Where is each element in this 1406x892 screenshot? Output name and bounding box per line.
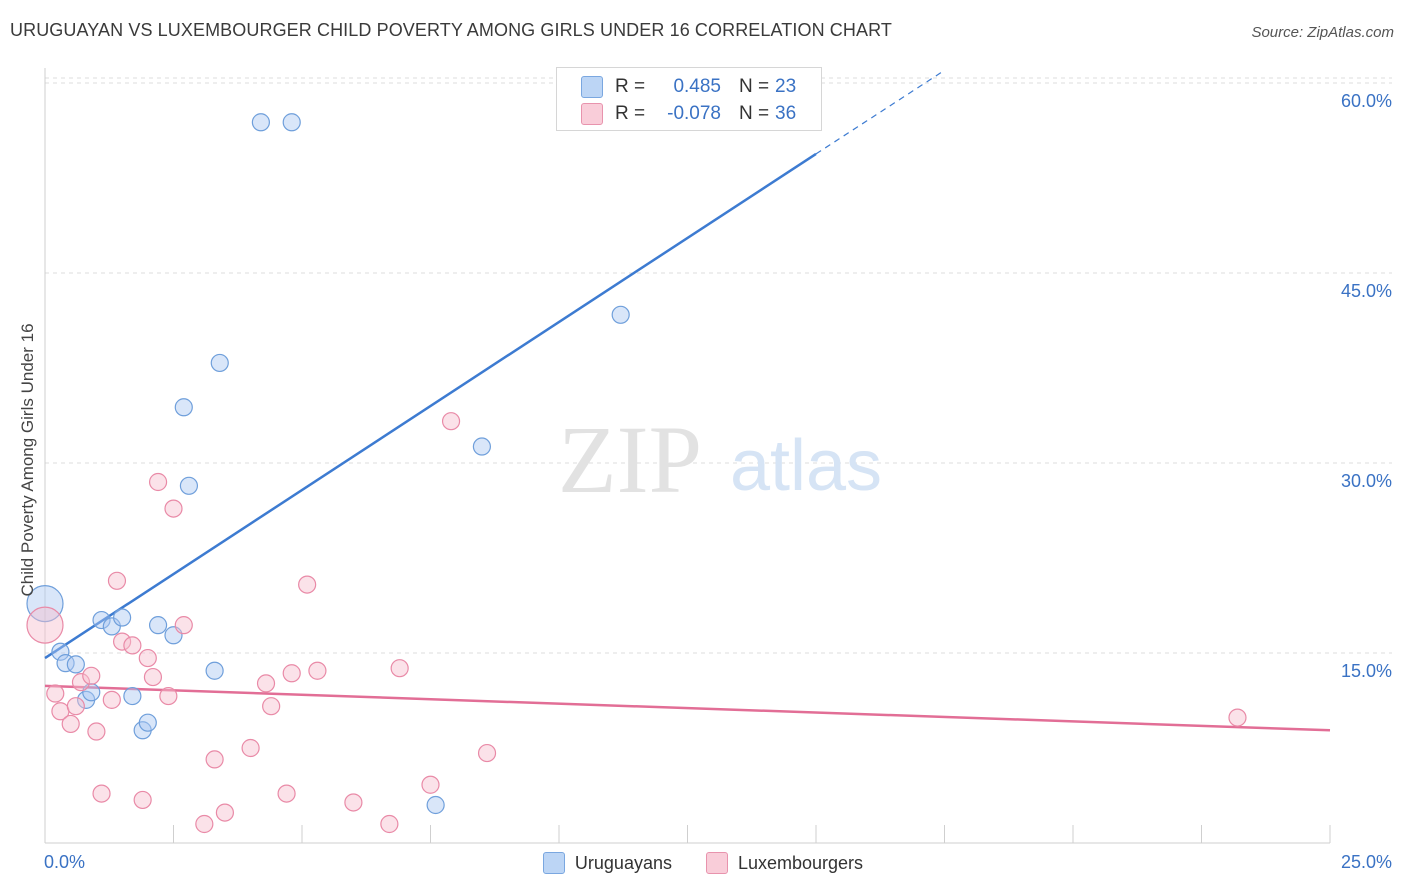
point-luxembourger — [205, 750, 224, 769]
legend-item-uruguayans: Uruguayans — [542, 852, 672, 874]
point-uruguayan — [123, 686, 142, 706]
y-tick-label: 15.0% — [1341, 661, 1392, 681]
point-luxembourger — [112, 632, 132, 651]
point-luxembourger — [164, 499, 183, 518]
trendline-uruguayans — [44, 152, 817, 660]
legend-label-luxembourgers: Luxembourgers — [737, 852, 864, 873]
point-luxembourger — [26, 606, 64, 644]
chart-source: Source: ZipAtlas.com — [1251, 24, 1394, 41]
point-uruguayan — [251, 113, 270, 132]
trend-layer — [44, 69, 1331, 732]
point-luxembourger — [262, 697, 281, 716]
point-luxembourger — [61, 714, 80, 734]
legend-r-value: 0.485 — [673, 76, 721, 97]
point-luxembourger — [148, 472, 168, 492]
legend-row-luxembourgers: R = -0.078 N = 36 — [581, 101, 796, 127]
legend-r-label: R = — [615, 76, 646, 97]
point-uruguayan — [174, 398, 193, 417]
legend-n-label: N = — [739, 76, 770, 97]
point-uruguayan — [205, 661, 224, 680]
point-luxembourger — [174, 616, 193, 635]
y-tick-label: 30.0% — [1341, 471, 1392, 491]
point-luxembourger — [46, 684, 65, 703]
legend-n-value: 23 — [775, 76, 797, 97]
point-luxembourger — [380, 814, 399, 834]
point-luxembourger — [215, 803, 234, 822]
grid-layer — [45, 77, 1392, 654]
legend-r-value: -0.078 — [667, 103, 721, 124]
x-tick-min: 0.0% — [44, 852, 86, 872]
watermark: ZIP atlas — [558, 406, 882, 513]
legend-row-uruguayans: R = 0.485 N = 23 — [581, 74, 796, 100]
point-luxembourger — [344, 793, 363, 812]
y-tick-labels: 15.0% 30.0% 45.0% 60.0% — [1341, 91, 1392, 681]
legend-swatch-pink — [705, 852, 728, 874]
axis-layer — [44, 68, 1331, 844]
legend-swatch-blue — [581, 76, 603, 98]
point-uruguayan — [426, 795, 445, 815]
stats-legend: R = 0.485 N = 23 R = -0.078 N = 36 — [556, 67, 822, 131]
point-uruguayan — [112, 608, 132, 627]
point-luxembourger — [102, 690, 121, 709]
point-luxembourger — [1228, 708, 1247, 727]
point-uruguayan — [611, 305, 630, 324]
point-luxembourger — [421, 775, 440, 794]
point-luxembourger — [441, 412, 461, 431]
point-luxembourger — [107, 571, 127, 590]
point-luxembourger — [71, 673, 91, 692]
legend-label-uruguayans: Uruguayans — [574, 852, 672, 873]
point-luxembourger — [123, 636, 142, 655]
point-uruguayan — [138, 713, 157, 732]
point-luxembourger — [138, 648, 157, 668]
legend-r-label: R = — [615, 103, 646, 124]
y-tick-label: 60.0% — [1341, 91, 1392, 111]
legend-swatch-blue — [542, 852, 565, 874]
trendline-luxembourgers — [44, 684, 1331, 732]
point-luxembourger — [477, 743, 497, 763]
watermark-atlas: atlas — [730, 426, 882, 506]
point-luxembourger — [66, 697, 85, 716]
point-luxembourger — [241, 738, 260, 758]
point-luxembourger — [277, 784, 296, 803]
point-luxembourger — [282, 664, 301, 683]
point-luxembourger — [82, 666, 101, 685]
point-luxembourger — [308, 661, 327, 680]
point-luxembourger — [159, 686, 178, 706]
legend-swatch-pink — [581, 103, 603, 125]
watermark-zip: ZIP — [558, 406, 702, 513]
point-luxembourger — [390, 659, 409, 678]
legend-item-luxembourgers: Luxembourgers — [705, 852, 864, 874]
chart-title: URUGUAYAN VS LUXEMBOURGER CHILD POVERTY … — [10, 20, 892, 40]
point-uruguayan — [148, 616, 168, 635]
point-layer — [26, 113, 1247, 834]
point-luxembourger — [87, 722, 106, 741]
point-uruguayan — [282, 113, 301, 132]
point-luxembourger — [195, 814, 214, 834]
point-luxembourger — [143, 667, 163, 687]
y-axis-label: Child Poverty Among Girls Under 16 — [18, 323, 37, 597]
point-uruguayan — [92, 610, 111, 630]
point-uruguayan — [51, 642, 70, 661]
point-uruguayan — [26, 584, 64, 623]
legend-n-value: 36 — [775, 103, 797, 124]
point-uruguayan — [179, 476, 199, 495]
point-luxembourger — [256, 674, 276, 693]
point-luxembourger — [133, 790, 152, 810]
legend-n-label: N = — [739, 103, 770, 124]
point-uruguayan — [210, 353, 229, 373]
point-luxembourger — [298, 575, 317, 594]
point-luxembourger — [92, 784, 111, 803]
y-tick-label: 45.0% — [1341, 281, 1392, 301]
x-tick-max: 25.0% — [1340, 852, 1392, 872]
trendline-uruguayans-extension — [815, 69, 945, 155]
series-legend: Uruguayans Luxembourgers — [0, 852, 1406, 874]
point-uruguayan — [472, 437, 491, 456]
point-uruguayan — [66, 655, 85, 674]
